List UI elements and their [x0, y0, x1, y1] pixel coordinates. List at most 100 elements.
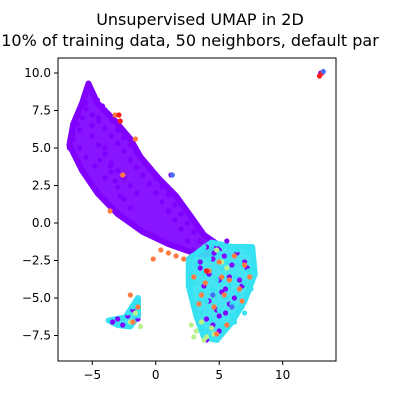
data-point	[221, 253, 227, 259]
data-point	[89, 112, 95, 118]
data-point	[214, 277, 220, 283]
data-point	[224, 238, 230, 244]
y-tick-label: 2.5	[32, 179, 51, 193]
data-point	[188, 322, 194, 328]
data-point	[226, 253, 232, 259]
data-point	[137, 323, 144, 330]
data-point	[239, 304, 245, 310]
data-point	[99, 103, 106, 109]
data-point	[214, 247, 220, 253]
data-point	[127, 157, 133, 163]
data-point	[159, 184, 165, 190]
data-point	[224, 265, 230, 271]
data-point	[219, 274, 225, 280]
data-point	[224, 322, 230, 328]
data-point	[74, 121, 80, 127]
data-point	[89, 91, 95, 97]
data-point	[112, 178, 118, 184]
data-point	[107, 163, 113, 169]
data-point	[96, 115, 102, 121]
x-axis: −5 0 5 10	[83, 361, 290, 382]
data-point	[83, 100, 89, 106]
data-point	[184, 220, 191, 226]
data-point	[115, 184, 121, 190]
data-point	[214, 331, 220, 337]
data-point	[109, 118, 116, 124]
data-point	[208, 316, 215, 322]
data-point	[76, 127, 83, 133]
data-point	[236, 286, 243, 292]
data-point	[120, 172, 126, 178]
data-point	[132, 310, 139, 316]
data-point	[242, 262, 248, 268]
data-point	[203, 316, 210, 322]
data-point	[115, 140, 121, 147]
data-point	[165, 191, 172, 198]
data-point	[191, 280, 197, 286]
data-point	[178, 211, 184, 217]
data-point	[191, 229, 197, 235]
data-point	[134, 190, 140, 196]
data-point	[234, 247, 240, 253]
data-point	[236, 277, 243, 283]
data-point	[173, 253, 179, 259]
data-point	[188, 268, 194, 274]
y-axis: −7.5 −5.0 −2.5 0.0 2.5 5.0 7.5 10.0	[22, 66, 58, 343]
axes-frame	[57, 57, 337, 362]
data-point	[222, 310, 229, 316]
data-point	[115, 316, 121, 322]
y-tick-label: −5.0	[22, 291, 51, 305]
data-point	[150, 256, 156, 262]
y-tick-label: 5.0	[32, 141, 51, 155]
data-point	[108, 133, 114, 139]
data-point	[97, 157, 103, 163]
data-point	[178, 226, 184, 232]
data-point	[102, 125, 108, 132]
data-point	[127, 205, 133, 211]
data-point	[226, 283, 232, 289]
data-point	[165, 208, 172, 214]
data-point	[221, 292, 227, 298]
data-point	[107, 208, 113, 214]
data-point	[222, 286, 229, 292]
data-point	[242, 310, 248, 316]
data-point	[102, 145, 108, 151]
data-point	[117, 118, 123, 124]
data-point	[197, 238, 203, 244]
data-point	[102, 175, 108, 181]
data-point	[89, 122, 95, 129]
data-point	[115, 167, 121, 174]
data-point	[92, 163, 98, 169]
data-point	[231, 295, 238, 301]
data-points	[66, 68, 326, 343]
data-point	[226, 277, 232, 283]
data-point	[130, 319, 136, 325]
data-point	[203, 328, 210, 334]
data-point	[121, 196, 127, 202]
data-point	[233, 274, 239, 280]
data-point	[193, 250, 199, 256]
data-point	[196, 301, 202, 307]
data-point	[76, 145, 83, 151]
x-tick-label: −5	[83, 368, 101, 382]
data-point	[117, 193, 123, 199]
data-point	[320, 68, 326, 75]
data-point	[245, 268, 252, 274]
data-point	[108, 169, 114, 175]
data-point	[115, 127, 121, 133]
data-point	[235, 292, 241, 298]
y-tick-label: −7.5	[22, 329, 51, 343]
data-point	[193, 262, 199, 268]
data-point	[216, 313, 222, 319]
data-point	[202, 280, 208, 286]
data-point	[158, 247, 164, 253]
data-point	[210, 292, 216, 298]
data-point	[197, 265, 203, 271]
data-point	[102, 151, 108, 157]
data-point	[231, 253, 238, 259]
data-point	[210, 286, 216, 292]
data-point	[125, 310, 131, 316]
data-point	[87, 85, 93, 91]
data-point	[172, 217, 178, 223]
